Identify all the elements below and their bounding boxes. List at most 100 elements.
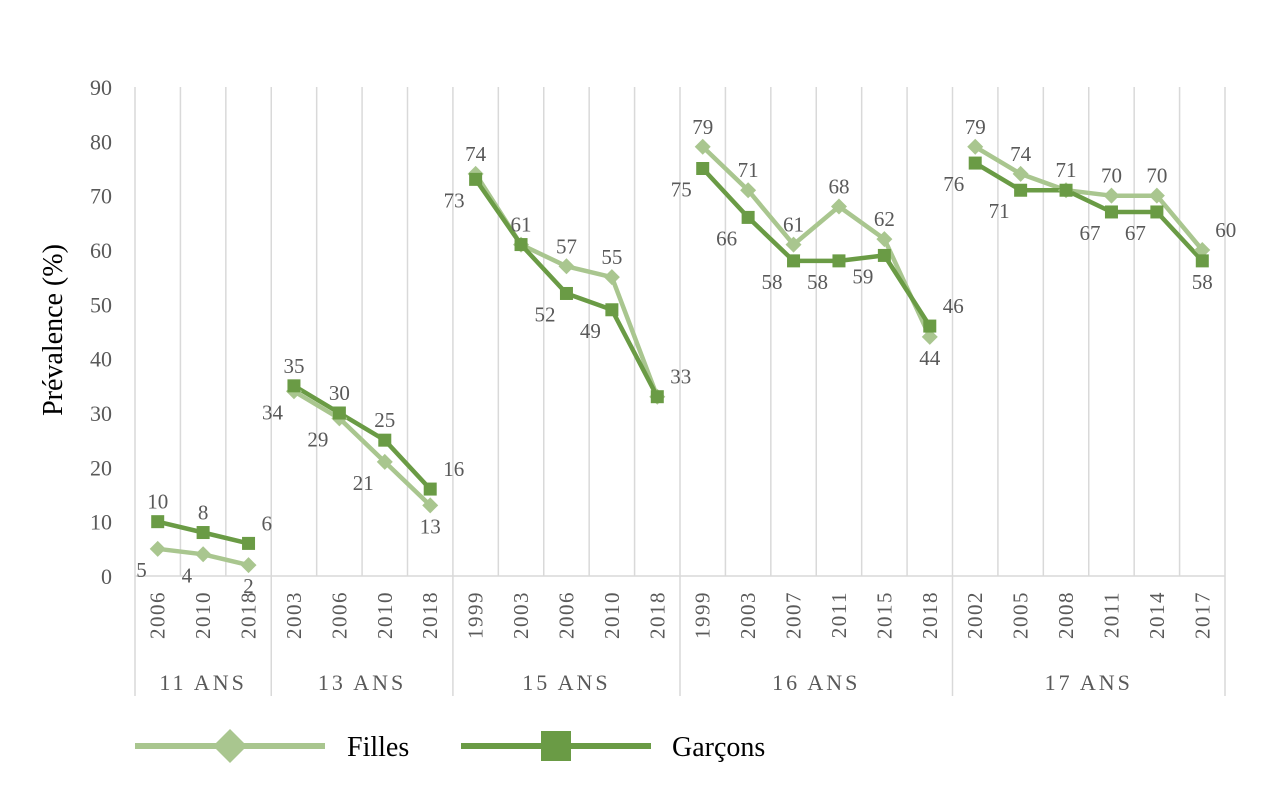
- data-point: [1014, 183, 1028, 197]
- y-tick-label: 50: [90, 292, 112, 317]
- data-point: [830, 198, 847, 215]
- x-tick-label: 2018: [918, 591, 942, 639]
- data-label: 5: [136, 558, 147, 582]
- x-tick-label: 2006: [327, 591, 351, 639]
- series-line: [701, 166, 932, 328]
- data-label: 66: [716, 226, 737, 250]
- data-point: [877, 248, 891, 262]
- data-label: 2: [243, 574, 254, 598]
- y-tick-label: 90: [90, 75, 112, 100]
- data-point: [151, 515, 165, 529]
- data-point: [423, 482, 437, 496]
- data-label: 58: [807, 270, 828, 294]
- x-tick-label: 1999: [691, 591, 715, 639]
- data-point: [376, 453, 393, 470]
- data-label: 61: [783, 213, 804, 237]
- x-tick-label: 2008: [1054, 591, 1078, 639]
- data-point: [469, 172, 483, 186]
- data-label: 21: [353, 471, 374, 495]
- series-line: [701, 145, 932, 338]
- data-label: 62: [874, 207, 895, 231]
- data-point: [558, 258, 575, 275]
- gridlines: [134, 87, 1226, 576]
- data-point: [422, 497, 439, 514]
- data-point: [559, 286, 573, 300]
- data-label: 16: [443, 457, 464, 481]
- x-tick-label: 2018: [418, 591, 442, 639]
- data-point: [694, 138, 711, 155]
- data-point: [785, 236, 802, 253]
- data-label: 8: [198, 501, 209, 525]
- data-point: [923, 319, 937, 333]
- data-label: 35: [283, 354, 304, 378]
- data-point: [832, 254, 846, 268]
- data-point: [1148, 187, 1165, 204]
- series-line: [974, 144, 1205, 252]
- data-label: 76: [943, 172, 964, 196]
- data-label: 44: [919, 346, 941, 370]
- data-point: [1012, 165, 1029, 182]
- y-tick-label: 70: [90, 184, 112, 209]
- data-label: 60: [1215, 218, 1236, 242]
- series-line: [292, 383, 432, 491]
- data-point: [605, 303, 619, 317]
- y-tick-label: 10: [90, 510, 112, 535]
- x-tick-label: 2018: [237, 591, 261, 639]
- data-label: 46: [943, 294, 964, 318]
- y-tick-label: 40: [90, 347, 112, 372]
- data-label: 59: [852, 264, 873, 288]
- data-label: 74: [465, 142, 487, 166]
- data-label: 75: [671, 178, 692, 202]
- data-label: 29: [307, 427, 328, 451]
- y-axis-label: Prévalence (%): [38, 244, 69, 416]
- x-tick-label: 2011: [827, 591, 851, 638]
- series-markers: [149, 138, 1211, 574]
- x-tick-label: 2002: [963, 591, 987, 639]
- data-point: [1195, 254, 1209, 268]
- legend-label-filles: Filles: [347, 732, 409, 763]
- x-group-label: 15 ANS: [522, 670, 610, 695]
- data-label: 58: [1192, 270, 1213, 294]
- data-label: 61: [511, 213, 532, 237]
- data-point: [1059, 183, 1073, 197]
- data-point: [1104, 205, 1118, 219]
- y-tick-label: 20: [90, 455, 112, 480]
- x-tick-label: 2010: [373, 591, 397, 639]
- x-group-label: 11 ANS: [159, 670, 246, 695]
- data-label: 33: [670, 365, 691, 389]
- data-point: [787, 254, 801, 268]
- legend-marker-filles: [213, 729, 247, 763]
- x-tick-label: 2015: [872, 591, 896, 639]
- data-label: 30: [329, 381, 350, 405]
- data-label: 58: [762, 270, 783, 294]
- series-line: [292, 389, 432, 508]
- data-label: 13: [420, 514, 441, 538]
- y-tick-label: 60: [90, 238, 112, 263]
- x-group-label: 16 ANS: [772, 670, 860, 695]
- data-point: [242, 536, 256, 550]
- data-label: 71: [738, 158, 759, 182]
- data-label: 68: [828, 175, 849, 199]
- y-tick-label: 30: [90, 401, 112, 426]
- data-point: [603, 269, 620, 286]
- series-line: [473, 172, 660, 398]
- legend: Filles Garçons: [135, 729, 765, 763]
- x-tick-label: 2006: [554, 591, 578, 639]
- data-point: [149, 540, 166, 557]
- data-point: [650, 390, 664, 404]
- data-labels: 1058462353430292521161374736157525549337…: [136, 115, 1236, 598]
- data-label: 71: [1056, 158, 1077, 182]
- data-point: [378, 433, 392, 447]
- data-label: 70: [1101, 164, 1122, 188]
- data-point: [740, 182, 757, 199]
- data-point: [1194, 242, 1211, 258]
- legend-label-garcons: Garçons: [672, 732, 765, 763]
- data-label: 49: [580, 319, 601, 343]
- data-label: 73: [444, 188, 465, 212]
- x-axis: 2006 2010 2018 11 ANS 2003 2006 2010 2018 13 ANS…: [134, 575, 1226, 696]
- data-label: 34: [262, 400, 284, 424]
- x-tick-label: 2010: [191, 591, 215, 639]
- y-tick-label: 0: [101, 564, 112, 589]
- data-label: 57: [556, 234, 577, 258]
